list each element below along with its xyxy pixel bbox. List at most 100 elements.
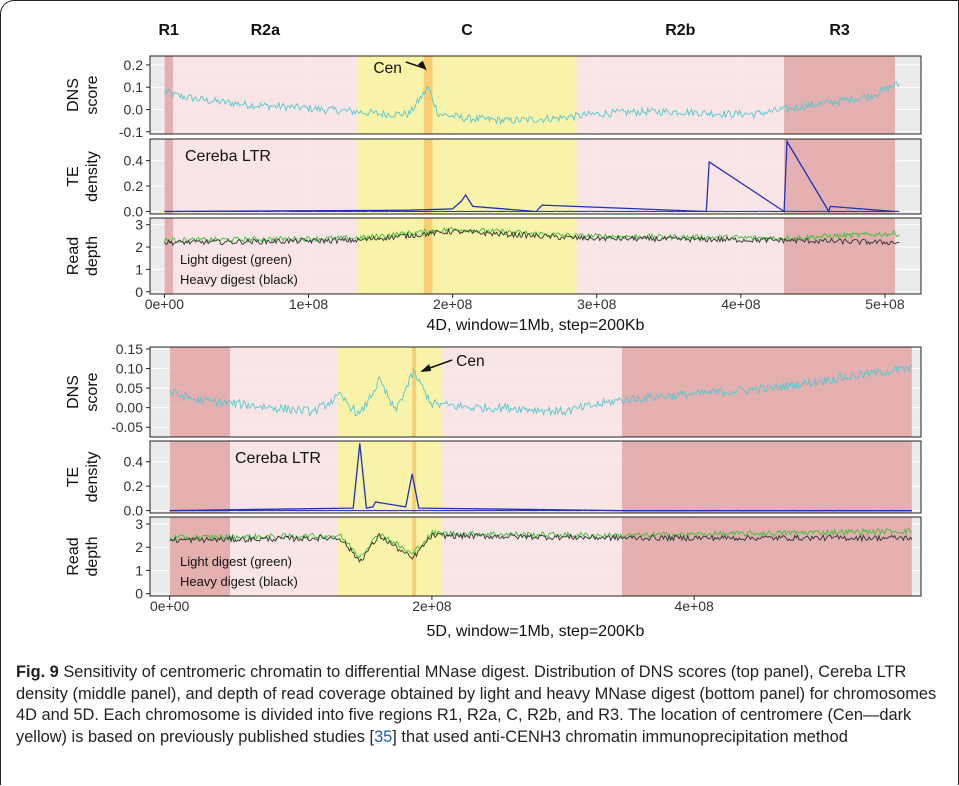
panel-4D-read: 0 1 2 3 Read depth Light digest (green) Heavy d… xyxy=(65,217,922,300)
x-tick-label: 5e+08 xyxy=(865,296,905,312)
y-tick-label: 1 xyxy=(135,562,143,578)
panel-4D-te: 0.0 0.2 0.4 TE density Cereba LTR xyxy=(65,138,922,219)
y-axis-label: density xyxy=(84,151,101,202)
y-tick-label: 0.0 xyxy=(124,101,144,117)
region-band-c xyxy=(337,517,442,596)
y-tick-label: 0.2 xyxy=(124,178,144,194)
x-tick-label: 4e+08 xyxy=(674,598,714,614)
region-label-c: C xyxy=(461,22,473,39)
y-tick-label: 0.2 xyxy=(124,57,144,73)
y-tick-label: 0.00 xyxy=(116,400,143,416)
y-axis-label: depth xyxy=(84,236,101,276)
y-tick-label: 0 xyxy=(135,284,143,300)
y-axis-label: score xyxy=(84,372,101,411)
y-tick-label: 0 xyxy=(135,586,143,602)
cen-annotation-label: Cen xyxy=(373,60,401,77)
panel-border xyxy=(149,346,922,438)
region-label-r2a: R2a xyxy=(251,22,280,39)
region-band-c xyxy=(337,347,442,437)
x-tick-label: 3e+08 xyxy=(577,296,617,312)
y-axis-label: density xyxy=(84,452,101,503)
region-band-r2a xyxy=(229,517,338,596)
centromere-band xyxy=(423,139,433,214)
y-tick-label: 0.1 xyxy=(124,79,144,95)
x-tick-label: 0e+00 xyxy=(145,296,185,312)
y-tick-label: 0.2 xyxy=(124,478,144,494)
x-axis-label: 5D, window=1Mb, step=200Kb xyxy=(427,623,645,640)
panel-5D-read: 0 1 2 3 Read depth Light digest (green) Heavy d… xyxy=(65,516,922,602)
cen-annotation-label: Cen xyxy=(456,353,484,370)
legend-light-digest: Light digest (green) xyxy=(180,252,292,267)
y-tick-label: 2 xyxy=(135,539,143,555)
dns-score-line xyxy=(163,81,900,126)
region-band-r2b xyxy=(441,441,623,513)
region-band-r3 xyxy=(784,56,896,134)
legend-heavy-digest: Heavy digest (black) xyxy=(180,272,298,287)
panel-border xyxy=(149,138,922,215)
region-band-r3 xyxy=(622,347,912,437)
caption-text-2: ] that used anti-CENH3 chromatin immunop… xyxy=(392,727,848,746)
cen-arrow-head xyxy=(420,364,432,372)
y-tick-label: 3 xyxy=(135,217,143,233)
y-tick-label: 0.15 xyxy=(116,341,143,357)
heavy-digest-line xyxy=(169,531,913,564)
cen-arrow-head xyxy=(417,60,427,71)
region-band-r2b xyxy=(441,517,623,596)
region-band-r3 xyxy=(622,441,912,513)
region-band-r2a xyxy=(173,56,358,134)
region-band-r1 xyxy=(164,218,174,294)
region-band-r3 xyxy=(622,517,912,596)
region-band-r2b xyxy=(441,347,623,437)
y-tick-label: 2 xyxy=(135,239,143,255)
y-tick-label: 1 xyxy=(135,261,143,277)
region-label-r3: R3 xyxy=(829,22,850,39)
y-axis-label: TE xyxy=(65,166,82,186)
y-axis-label: score xyxy=(84,75,101,114)
y-tick-label: 0.0 xyxy=(124,503,144,519)
y-tick-label: 3 xyxy=(135,516,143,532)
y-tick-label: 0.4 xyxy=(124,454,144,470)
panel-border xyxy=(149,217,922,295)
legend-light-digest: Light digest (green) xyxy=(180,554,292,569)
centromere-band xyxy=(412,517,417,596)
y-tick-label: 0.05 xyxy=(116,380,143,396)
region-band-r2b xyxy=(576,139,785,214)
region-band-r2a xyxy=(173,139,358,214)
x-axis-label: 4D, window=1Mb, step=200Kb xyxy=(427,317,645,334)
region-label-r1: R1 xyxy=(159,22,180,39)
region-band-r1 xyxy=(164,139,174,214)
y-axis-label: DNS xyxy=(65,78,82,112)
y-tick-label: -0.1 xyxy=(119,124,143,140)
x-tick-label: 4e+08 xyxy=(721,296,761,312)
y-axis-label: Read xyxy=(65,537,82,575)
cereba-ltr-label: Cereba LTR xyxy=(235,450,321,467)
caption-reference-link[interactable]: 35 xyxy=(374,727,393,746)
y-axis-label: Read xyxy=(65,237,82,275)
y-tick-label: -0.05 xyxy=(111,419,143,435)
y-axis-label: TE xyxy=(65,467,82,487)
centromere-band xyxy=(412,441,417,513)
region-band-r1 xyxy=(169,441,230,513)
y-tick-label: 0.0 xyxy=(124,203,144,219)
light-digest-line xyxy=(163,226,900,245)
region-band-r1 xyxy=(164,56,174,134)
region-band-r2b xyxy=(576,56,785,134)
legend-heavy-digest: Heavy digest (black) xyxy=(180,574,298,589)
x-tick-label: 0e+00 xyxy=(150,598,190,614)
region-band-r2a xyxy=(229,347,338,437)
region-band-r1 xyxy=(169,347,230,437)
caption-label: Fig. 9 xyxy=(16,663,59,681)
x-tick-label: 1e+08 xyxy=(289,296,329,312)
region-label-r2b: R2b xyxy=(665,22,695,39)
region-band-r2a xyxy=(229,441,338,513)
region-band-c xyxy=(357,139,577,214)
region-band-r2b xyxy=(576,218,785,294)
te-density-line xyxy=(169,443,912,512)
y-tick-label: 0.10 xyxy=(116,361,143,377)
te-density-line xyxy=(164,139,896,214)
cereba-ltr-label: Cereba LTR xyxy=(185,148,271,165)
centromere-band xyxy=(423,56,433,134)
y-tick-label: 0.4 xyxy=(124,153,144,169)
